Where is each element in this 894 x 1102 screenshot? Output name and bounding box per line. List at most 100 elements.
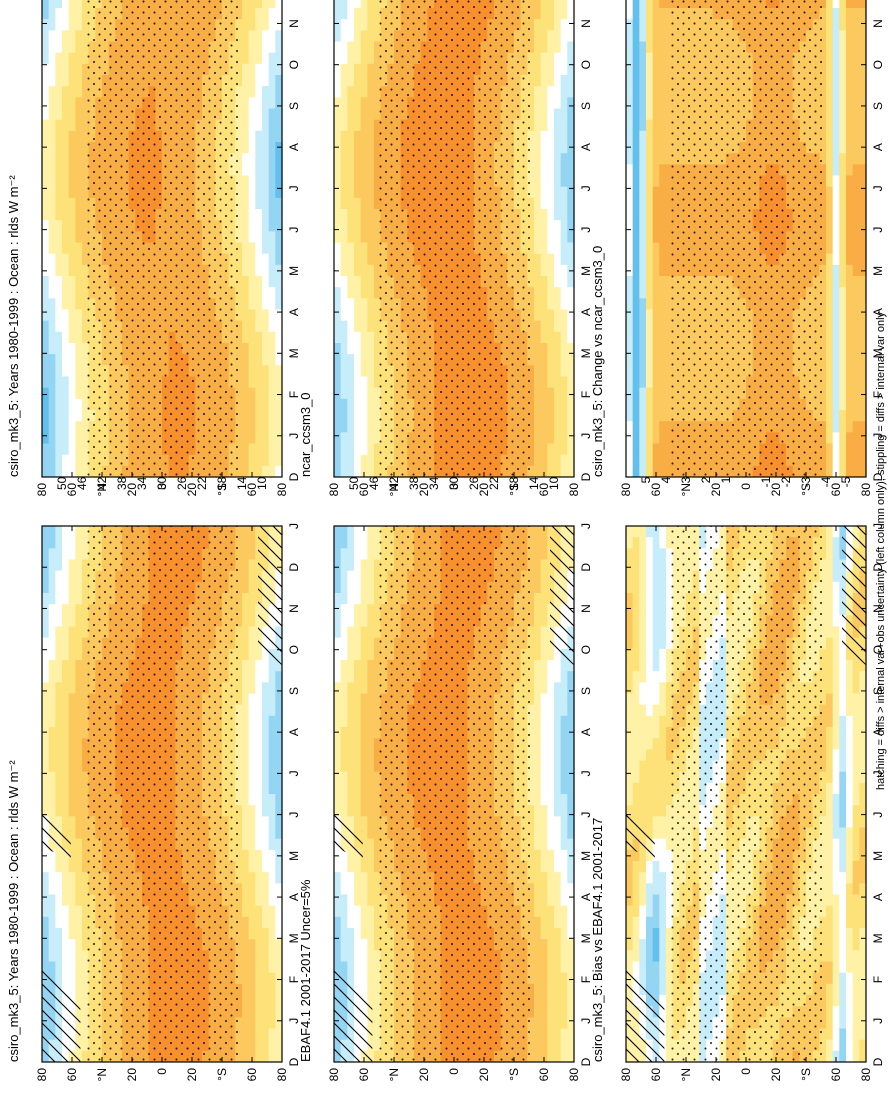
heatmap-cell (55, 972, 63, 984)
heatmap-cell (68, 737, 76, 750)
heatmap-cell (340, 737, 348, 750)
heatmap-cell (42, 570, 50, 582)
lat-tick-label: °S (215, 483, 229, 496)
heatmap-cell (268, 85, 276, 98)
heatmap-cell (248, 860, 256, 873)
heatmap-cell (560, 893, 568, 906)
heatmap-cell (275, 938, 283, 951)
heatmap-cell (534, 994, 542, 1007)
heatmap-cell (268, 420, 276, 433)
heatmap-cell (42, 130, 50, 142)
heatmap-cell (48, 141, 56, 154)
heatmap-cell (248, 364, 256, 377)
heatmap-cell (42, 949, 50, 962)
heatmap-cell (360, 938, 368, 951)
heatmap-cell (255, 52, 263, 64)
heatmap-cell (242, 681, 250, 694)
heatmap-cell (68, 96, 76, 109)
heatmap-cell (242, 52, 250, 64)
heatmap-cell (354, 882, 362, 895)
heatmap-cell (42, 442, 50, 455)
heatmap-cell (554, 815, 562, 828)
heatmap-cell (340, 882, 348, 895)
heatmap-cell (347, 905, 355, 917)
heatmap-cell (75, 994, 83, 1007)
heatmap-cell (55, 208, 63, 221)
heatmap-cell (547, 659, 555, 672)
heatmap-cell (75, 197, 83, 209)
stippling (85, 0, 239, 477)
heatmap-cell (340, 704, 348, 716)
heatmap-cell (248, 353, 256, 366)
heatmap-cell (255, 375, 263, 388)
heatmap-cell (534, 972, 542, 984)
heatmap-cell (48, 726, 56, 739)
heatmap-cell (347, 681, 355, 694)
heatmap-cell (42, 364, 50, 377)
heatmap-cell (360, 960, 368, 973)
heatmap-cell (268, 983, 276, 995)
heatmap-cell (367, 860, 375, 873)
heatmap-cell (255, 994, 263, 1007)
heatmap-cell (42, 186, 50, 198)
heatmap-cell (540, 748, 548, 761)
heatmap-cell (360, 815, 368, 828)
heatmap-cell (268, 241, 276, 254)
heatmap-cell (55, 771, 63, 783)
heatmap-cell (367, 704, 375, 716)
heatmap-cell (268, 163, 276, 176)
heatmap-cell (68, 949, 76, 962)
heatmap-cell (255, 331, 263, 343)
heatmap-cell (55, 715, 63, 727)
heatmap-cell (242, 409, 250, 422)
heatmap-cell (242, 570, 250, 582)
heatmap-cell (560, 659, 568, 672)
heatmap-cell (347, 692, 355, 705)
heatmap-cell (62, 152, 70, 165)
heatmap-cell (68, 152, 76, 165)
heatmap-cell (248, 308, 256, 321)
heatmap-cell (347, 748, 355, 761)
heatmap-cell (42, 163, 50, 176)
heatmap-cell (75, 704, 83, 716)
heatmap-cell (248, 715, 256, 727)
heatmap-cell (275, 983, 283, 995)
heatmap-cell (534, 927, 542, 940)
heatmap-cell (42, 275, 50, 288)
heatmap-cell (340, 748, 348, 761)
heatmap-cell (48, 7, 56, 20)
heatmap-cell (540, 670, 548, 683)
heatmap-cell (242, 152, 250, 165)
heatmap-cell (367, 815, 375, 828)
heatmap-cell (275, 916, 283, 928)
heatmap-cell (255, 1005, 263, 1018)
heatmap-cell (248, 0, 256, 8)
heatmap-cell (48, 804, 56, 817)
heatmap-cell (275, 994, 283, 1007)
lat-tick-label: 60 (65, 1068, 79, 1082)
heatmap-cell (242, 648, 250, 660)
heatmap-cell (540, 826, 548, 839)
heatmap-cell (255, 1039, 263, 1051)
heatmap-cell (48, 63, 56, 75)
heatmap-cell (255, 230, 263, 243)
heatmap-cell (62, 815, 70, 828)
heatmap-cell (560, 826, 568, 839)
heatmap-cell (55, 152, 63, 165)
month-tick-label: A (287, 728, 301, 736)
heatmap-cell (42, 96, 50, 109)
heatmap-cell (68, 163, 76, 176)
heatmap-cell (268, 737, 276, 750)
heatmap-cell (255, 1027, 263, 1040)
heatmap-cell (68, 581, 76, 593)
heatmap-cell (68, 648, 76, 660)
heatmap-cell (62, 342, 70, 355)
heatmap-cell (534, 815, 542, 828)
heatmap-cell (560, 759, 568, 772)
heatmap-cell (75, 804, 83, 817)
heatmap-cell (547, 938, 555, 951)
heatmap-cell (255, 241, 263, 254)
heatmap-cell (248, 570, 256, 582)
heatmap-cell (547, 916, 555, 928)
